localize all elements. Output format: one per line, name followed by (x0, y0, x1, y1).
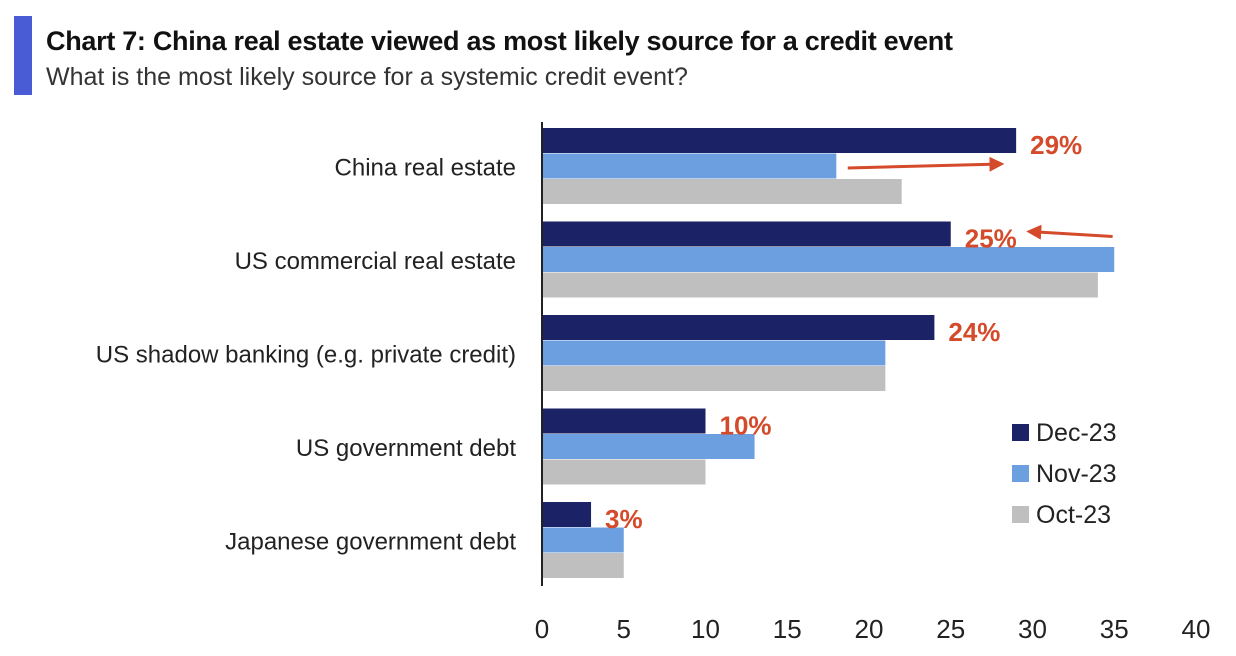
legend-label: Nov-23 (1036, 460, 1117, 488)
category-label: China real estate (335, 154, 516, 181)
arrow-right-icon (847, 156, 1005, 172)
category-label: US government debt (296, 435, 516, 462)
legend-swatch-nov-23 (1012, 465, 1029, 482)
bar-dec-23-2 (542, 315, 935, 340)
title-accent-bar (14, 16, 32, 95)
category-label: US shadow banking (e.g. private credit) (96, 341, 516, 368)
chart-title: Chart 7: China real estate viewed as mos… (46, 26, 953, 56)
data-label: 3% (605, 504, 643, 534)
bar-dec-23-3 (542, 408, 706, 434)
x-tick-label: 35 (1100, 614, 1129, 644)
data-label: 29% (1030, 130, 1082, 160)
x-tick-label: 30 (1018, 614, 1047, 644)
data-label: 25% (965, 224, 1017, 254)
bar-oct-23-3 (542, 459, 706, 485)
bar-nov-23-0 (542, 153, 837, 179)
bar-oct-23-2 (542, 366, 886, 391)
legend-swatch-dec-23 (1012, 424, 1029, 441)
category-label: Japanese government debt (225, 528, 516, 555)
x-tick-label: 5 (617, 614, 631, 644)
x-tick-label: 15 (773, 614, 802, 644)
bar-dec-23-0 (542, 128, 1017, 153)
x-tick-label: 10 (691, 614, 720, 644)
x-tick-label: 25 (936, 614, 965, 644)
legend-swatch-oct-23 (1012, 506, 1029, 523)
bar-oct-23-4 (542, 553, 624, 578)
legend-label: Oct-23 (1036, 501, 1111, 529)
bar-oct-23-1 (542, 272, 1098, 298)
bar-nov-23-2 (542, 340, 886, 366)
chart-subtitle: What is the most likely source for a sys… (46, 63, 688, 91)
x-tick-label: 20 (855, 614, 884, 644)
category-label: US commercial real estate (235, 248, 516, 275)
legend-label: Dec-23 (1036, 419, 1117, 447)
bar-oct-23-0 (542, 179, 902, 204)
bar-nov-23-3 (542, 434, 755, 459)
data-label: 24% (948, 317, 1000, 347)
data-label: 10% (720, 411, 772, 441)
x-tick-label: 0 (535, 614, 549, 644)
bar-nov-23-1 (542, 247, 1115, 272)
bar-dec-23-1 (542, 221, 951, 247)
bar-nov-23-4 (542, 527, 624, 553)
x-tick-label: 40 (1182, 614, 1211, 644)
arrow-left-icon (1026, 224, 1113, 240)
bar-dec-23-4 (542, 502, 592, 527)
